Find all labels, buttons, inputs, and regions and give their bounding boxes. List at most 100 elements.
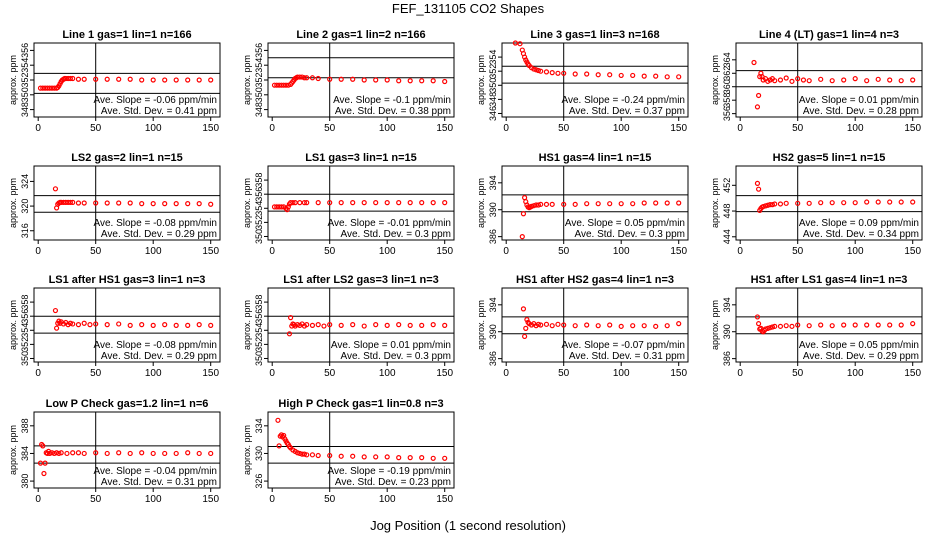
data-point — [676, 321, 682, 327]
std-annotation: Ave. Std. Dev. = 0.37 ppm — [569, 106, 685, 117]
data-point — [538, 322, 544, 328]
y-tick-label: 352 — [20, 72, 30, 87]
data-point — [407, 78, 413, 84]
data-point — [538, 201, 544, 207]
data-point — [841, 322, 847, 328]
data-point — [75, 200, 82, 206]
y-axis-label: approx. ppm — [476, 178, 486, 228]
data-point — [852, 322, 858, 328]
data-point — [777, 77, 784, 83]
data-point — [274, 82, 280, 88]
data-point — [299, 451, 305, 457]
data-point — [898, 199, 904, 205]
y-tick-label: 348 — [488, 92, 498, 107]
data-point — [104, 76, 110, 82]
slope-annotation: Ave. Slope = -0.06 ppm/min — [94, 95, 218, 106]
y-tick-label: 390 — [488, 202, 498, 217]
data-point — [304, 75, 310, 81]
data-point — [284, 207, 290, 213]
y-tick-label: 320 — [20, 199, 30, 214]
x-tick-label: 150 — [202, 123, 219, 134]
data-point — [407, 455, 413, 461]
x-tick-label: 150 — [436, 123, 453, 134]
data-point — [754, 104, 761, 110]
data-point — [42, 460, 48, 466]
x-tick-label: 50 — [792, 246, 804, 257]
x-tick-label: 0 — [503, 368, 509, 379]
slope-annotation: Ave. Slope = -0.04 ppm/min — [94, 466, 218, 477]
x-tick-label: 100 — [145, 246, 162, 257]
data-point — [555, 70, 561, 76]
data-point — [898, 322, 904, 328]
y-axis-label: approx. ppm — [476, 55, 486, 105]
std-annotation: Ave. Std. Dev. = 0.28 ppm — [803, 106, 919, 117]
x-tick-label: 50 — [90, 123, 102, 134]
data-point — [800, 77, 807, 83]
data-point — [618, 201, 624, 207]
subplot-title: Line 3 gas=1 lin=3 n=168 — [530, 29, 659, 41]
data-point — [543, 201, 550, 207]
data-point — [278, 82, 284, 88]
data-point — [309, 75, 316, 81]
y-tick-label: 350 — [488, 78, 498, 93]
y-axis-label: approx. ppm — [710, 178, 720, 228]
plot-frame — [33, 287, 221, 363]
data-point — [517, 41, 523, 47]
data-point — [338, 76, 344, 82]
y-tick-label: 354 — [254, 58, 264, 73]
x-tick-label: 50 — [558, 246, 570, 257]
x-tick-label: 50 — [90, 494, 102, 505]
slope-annotation: Ave. Slope = 0.05 ppm/min — [565, 218, 685, 229]
data-point — [104, 200, 110, 206]
data-point — [442, 78, 448, 85]
y-tick-label: 384 — [20, 446, 30, 461]
data-point — [755, 186, 762, 192]
data-point — [789, 78, 795, 84]
x-tick-label: 0 — [35, 368, 41, 379]
x-tick-label: 100 — [847, 123, 864, 134]
data-point — [533, 67, 539, 73]
data-point — [818, 76, 824, 82]
data-point — [523, 325, 529, 331]
x-tick-label: 100 — [379, 123, 396, 134]
data-point — [196, 322, 202, 328]
x-tick-label: 0 — [269, 123, 275, 134]
data-point — [653, 323, 659, 329]
data-point — [196, 450, 202, 457]
data-point — [327, 76, 333, 82]
data-point — [419, 322, 425, 328]
data-point — [795, 322, 801, 328]
data-point — [70, 199, 76, 205]
data-point — [783, 75, 789, 81]
y-tick-label: 326 — [254, 474, 264, 489]
x-tick-label: 100 — [145, 494, 162, 505]
data-point — [524, 317, 530, 323]
data-point — [538, 68, 544, 74]
x-tick-label: 150 — [436, 368, 453, 379]
y-tick-label: 334 — [254, 418, 264, 433]
data-point — [297, 450, 303, 457]
y-tick-label: 358 — [254, 295, 264, 310]
y-tick-label: 356 — [254, 43, 264, 58]
data-point — [396, 200, 402, 206]
data-point — [549, 201, 555, 207]
y-tick-label: 358 — [20, 295, 30, 310]
subplot-title: LS1 after HS1 gas=3 lin=1 n=3 — [49, 274, 206, 286]
data-point — [630, 201, 636, 207]
std-annotation: Ave. Std. Dev. = 0.29 ppm — [101, 351, 217, 362]
data-point — [315, 200, 321, 206]
data-point — [208, 450, 214, 457]
slope-annotation: Ave. Slope = 0.01 ppm/min — [799, 95, 919, 106]
x-tick-label: 100 — [145, 368, 162, 379]
data-point — [290, 200, 296, 206]
data-point — [304, 200, 310, 206]
std-annotation: Ave. Std. Dev. = 0.29 ppm — [803, 351, 919, 362]
data-point — [162, 201, 168, 207]
x-tick-label: 50 — [324, 494, 336, 505]
data-point — [676, 74, 682, 80]
data-point — [875, 76, 881, 82]
y-axis-label: approx. ppm — [710, 55, 720, 105]
data-point — [618, 323, 624, 329]
data-point — [93, 200, 99, 206]
x-tick-label: 50 — [324, 368, 336, 379]
